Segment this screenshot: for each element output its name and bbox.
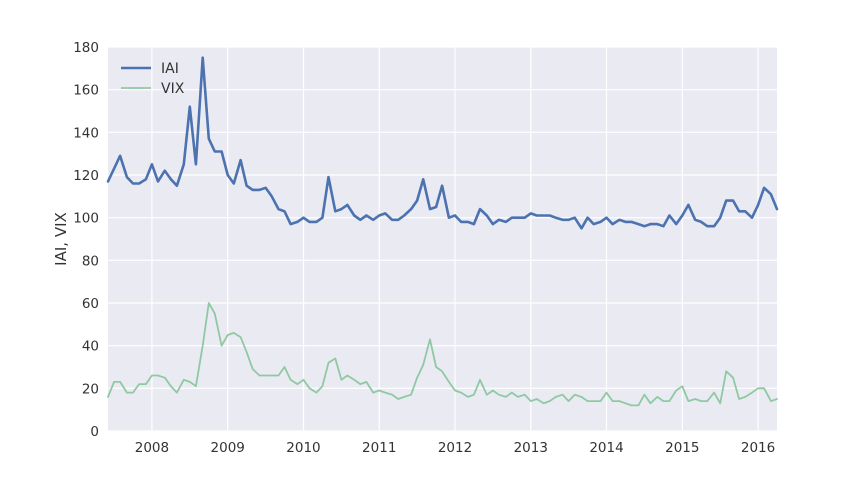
x-tick-label: 2014 — [589, 440, 623, 456]
tick-labels: 0 20 40 60 80 100 120 140 160 180 2008 2009 2010 2011… — [73, 40, 775, 456]
series-line-vix — [107, 302, 778, 407]
y-tick-label: 100 — [73, 211, 99, 227]
grid — [108, 46, 777, 432]
y-tick-label: 180 — [73, 40, 99, 56]
x-tick-label: 2008 — [135, 440, 169, 456]
plot-area — [108, 47, 777, 431]
y-tick-label: 40 — [82, 339, 99, 355]
y-tick-label: 120 — [73, 168, 99, 184]
y-tick-label: 80 — [82, 253, 99, 269]
series-line-iai — [106, 56, 779, 230]
legend: IAI VIX — [121, 61, 185, 97]
legend-label-vix: VIX — [161, 81, 185, 97]
y-tick-label: 140 — [73, 125, 99, 141]
x-tick-label: 2010 — [286, 440, 320, 456]
x-tick-label: 2013 — [514, 440, 548, 456]
x-tick-label: 2015 — [665, 440, 699, 456]
x-tick-label: 2012 — [438, 440, 472, 456]
x-tick-label: 2016 — [741, 440, 775, 456]
x-tick-label: 2011 — [362, 440, 396, 456]
y-tick-label: 160 — [73, 83, 99, 99]
y-axis-label: IAI, VIX — [52, 212, 70, 266]
legend-label-iai: IAI — [161, 61, 179, 77]
y-tick-label: 60 — [82, 296, 99, 312]
y-tick-label: 20 — [82, 381, 99, 397]
x-tick-label: 2009 — [211, 440, 245, 456]
y-tick-label: 0 — [90, 424, 99, 440]
series-layer — [106, 56, 779, 407]
